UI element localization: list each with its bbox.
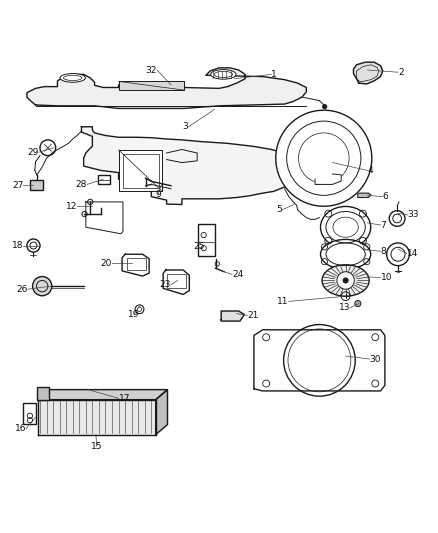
Text: 5: 5 xyxy=(276,205,283,214)
Text: 17: 17 xyxy=(119,394,130,403)
Text: 20: 20 xyxy=(101,259,112,268)
Text: 26: 26 xyxy=(16,285,28,294)
Circle shape xyxy=(355,301,361,306)
Bar xyxy=(119,150,162,191)
Text: 3: 3 xyxy=(183,122,188,131)
Text: 18: 18 xyxy=(12,241,23,250)
Ellipse shape xyxy=(321,206,371,248)
Circle shape xyxy=(389,211,405,227)
Polygon shape xyxy=(358,193,371,198)
Polygon shape xyxy=(221,311,244,321)
Text: 9: 9 xyxy=(155,190,161,199)
Bar xyxy=(198,224,215,256)
Text: 7: 7 xyxy=(381,221,386,230)
Text: 8: 8 xyxy=(381,247,386,256)
Circle shape xyxy=(387,243,410,265)
Ellipse shape xyxy=(60,74,85,82)
Text: 27: 27 xyxy=(12,181,23,190)
Text: 29: 29 xyxy=(28,148,39,157)
Ellipse shape xyxy=(211,70,236,79)
Text: 4: 4 xyxy=(367,166,373,175)
Polygon shape xyxy=(81,127,297,205)
Text: 6: 6 xyxy=(383,192,389,201)
Text: 14: 14 xyxy=(407,249,418,258)
Circle shape xyxy=(337,272,354,289)
Text: 24: 24 xyxy=(232,270,244,279)
Polygon shape xyxy=(315,174,341,184)
Text: 25: 25 xyxy=(194,243,205,252)
Text: 12: 12 xyxy=(66,202,77,211)
Text: 15: 15 xyxy=(91,442,102,451)
Polygon shape xyxy=(86,202,123,234)
Circle shape xyxy=(322,104,327,109)
Polygon shape xyxy=(353,62,383,84)
Circle shape xyxy=(27,239,40,252)
Polygon shape xyxy=(122,254,149,276)
Text: 1: 1 xyxy=(272,70,277,79)
Text: 10: 10 xyxy=(381,273,392,282)
Circle shape xyxy=(343,278,348,283)
Ellipse shape xyxy=(322,265,369,296)
Polygon shape xyxy=(155,390,167,434)
Text: 28: 28 xyxy=(76,180,87,189)
Text: 19: 19 xyxy=(128,310,140,319)
Circle shape xyxy=(32,277,52,296)
Polygon shape xyxy=(254,330,385,391)
Bar xyxy=(37,386,49,400)
Bar xyxy=(30,181,43,190)
Text: 33: 33 xyxy=(408,211,419,220)
Text: 21: 21 xyxy=(247,311,259,320)
Bar xyxy=(98,175,110,184)
Text: 16: 16 xyxy=(14,424,26,433)
Bar xyxy=(119,82,184,90)
Text: 23: 23 xyxy=(159,280,171,289)
Polygon shape xyxy=(38,400,155,434)
Polygon shape xyxy=(27,68,306,108)
Bar xyxy=(127,258,146,270)
Circle shape xyxy=(276,110,372,206)
Bar xyxy=(23,403,36,424)
Polygon shape xyxy=(163,270,189,294)
Text: 30: 30 xyxy=(370,354,381,364)
Circle shape xyxy=(135,305,144,313)
Polygon shape xyxy=(38,390,167,400)
Text: 13: 13 xyxy=(339,303,350,312)
Text: 11: 11 xyxy=(277,297,289,306)
Bar xyxy=(123,154,159,188)
Bar xyxy=(167,274,186,288)
Text: 32: 32 xyxy=(145,66,157,75)
Text: 2: 2 xyxy=(398,68,404,77)
Ellipse shape xyxy=(321,239,371,269)
